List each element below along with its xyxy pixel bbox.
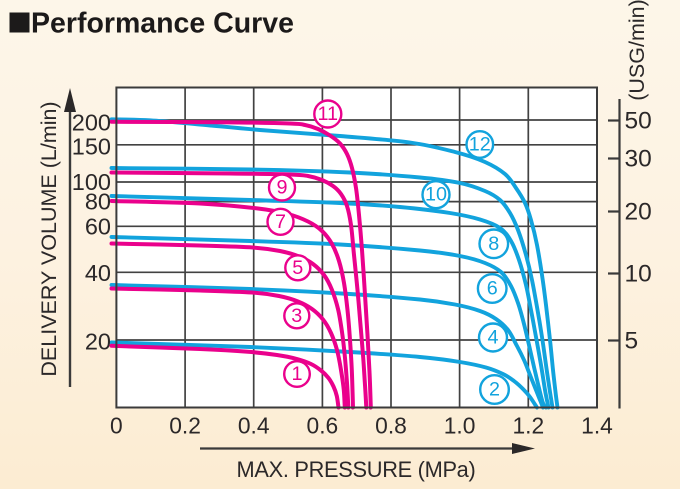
svg-text:50: 50: [625, 108, 652, 135]
svg-text:2: 2: [489, 379, 500, 401]
svg-text:Performance Curve: Performance Curve: [31, 8, 294, 40]
svg-text:40: 40: [85, 260, 111, 286]
svg-text:1.0: 1.0: [444, 413, 476, 439]
svg-text:DELIVERY VOLUME (L/min): DELIVERY VOLUME (L/min): [37, 101, 61, 376]
svg-text:30: 30: [625, 146, 652, 173]
svg-text:9: 9: [276, 177, 287, 199]
svg-text:150: 150: [72, 134, 111, 160]
svg-text:0.4: 0.4: [238, 413, 270, 439]
svg-text:20: 20: [85, 329, 111, 355]
svg-text:60: 60: [85, 214, 111, 240]
svg-text:4: 4: [487, 327, 498, 349]
svg-text:0.6: 0.6: [307, 413, 339, 439]
svg-text:10: 10: [425, 184, 447, 206]
svg-text:0.2: 0.2: [169, 413, 201, 439]
svg-text:0.8: 0.8: [375, 413, 407, 439]
svg-text:1.2: 1.2: [512, 413, 544, 439]
svg-text:6: 6: [487, 278, 498, 300]
svg-text:5: 5: [292, 257, 303, 279]
svg-text:MAX. PRESSURE (MPa): MAX. PRESSURE (MPa): [237, 457, 476, 482]
svg-text:11: 11: [318, 103, 339, 125]
svg-text:(USG/min): (USG/min): [625, 0, 649, 101]
svg-text:1: 1: [291, 363, 302, 385]
svg-text:7: 7: [275, 211, 286, 233]
svg-text:5: 5: [625, 328, 639, 355]
svg-text:8: 8: [488, 233, 499, 255]
svg-text:1.4: 1.4: [581, 413, 613, 439]
svg-text:12: 12: [469, 134, 491, 156]
svg-text:3: 3: [291, 305, 302, 327]
svg-text:100: 100: [72, 169, 111, 195]
svg-text:10: 10: [625, 261, 652, 288]
svg-text:0: 0: [110, 413, 123, 439]
svg-text:20: 20: [625, 199, 652, 226]
svg-text:80: 80: [85, 189, 111, 215]
svg-text:200: 200: [72, 110, 111, 136]
